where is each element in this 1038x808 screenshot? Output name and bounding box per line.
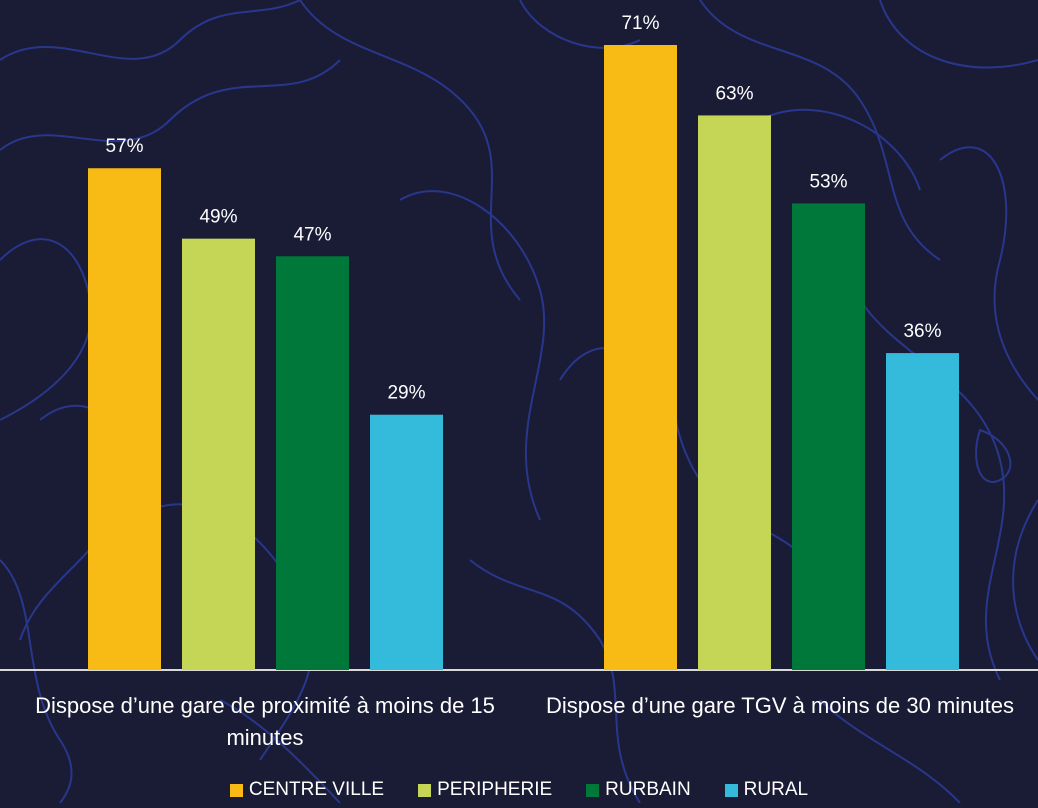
legend-label-rural: RURAL	[743, 779, 809, 800]
value-label-rurbain-cat1: 47%	[293, 224, 331, 245]
legend-swatch-rural	[724, 783, 738, 797]
bar-centre-ville-cat1	[88, 168, 161, 670]
bar-rural-cat1	[370, 414, 443, 670]
value-label-rural-cat2: 36%	[903, 321, 941, 342]
legend-swatch-peripherie	[418, 783, 432, 797]
bar-centre-ville-cat2	[604, 45, 677, 670]
value-label-peripherie-cat2: 63%	[715, 83, 753, 104]
category-label-1: Dispose d’une gare de proximité à moins …	[35, 693, 495, 750]
legend-label-rurbain: RURBAIN	[605, 779, 691, 800]
bar-rural-cat2	[886, 353, 959, 670]
legend-label-centre-ville: CENTRE VILLE	[248, 779, 385, 800]
category-label-2: Dispose d’une gare TGV à moins de 30 min…	[546, 693, 1014, 718]
value-label-rural-cat1: 29%	[387, 383, 425, 404]
value-label-centre-ville-cat2: 71%	[621, 13, 659, 34]
legend-item-peripherie: PERIPHERIE	[418, 779, 552, 801]
bar-peripherie-cat1	[182, 238, 255, 670]
legend-swatch-centre-ville	[229, 783, 243, 797]
bar-peripherie-cat2	[698, 115, 771, 670]
bar-rurbain-cat1	[276, 256, 349, 670]
legend: CENTRE VILLE PERIPHERIE RURBAIN RURAL	[0, 777, 1038, 803]
bar-rurbain-cat2	[792, 203, 865, 671]
legend-item-rurbain: RURBAIN	[586, 779, 691, 801]
bars-group	[88, 45, 959, 671]
value-label-centre-ville-cat1: 57%	[105, 136, 143, 157]
value-label-peripherie-cat1: 49%	[199, 207, 237, 228]
value-labels-group: 57% 49% 47% 29% 71% 63% 53% 36%	[105, 13, 941, 404]
legend-item-rural: RURAL	[724, 779, 809, 801]
legend-label-peripherie: PERIPHERIE	[437, 779, 553, 800]
legend-item-centre-ville: CENTRE VILLE	[229, 779, 385, 801]
value-label-rurbain-cat2: 53%	[809, 171, 847, 192]
legend-swatch-rurbain	[586, 783, 600, 797]
